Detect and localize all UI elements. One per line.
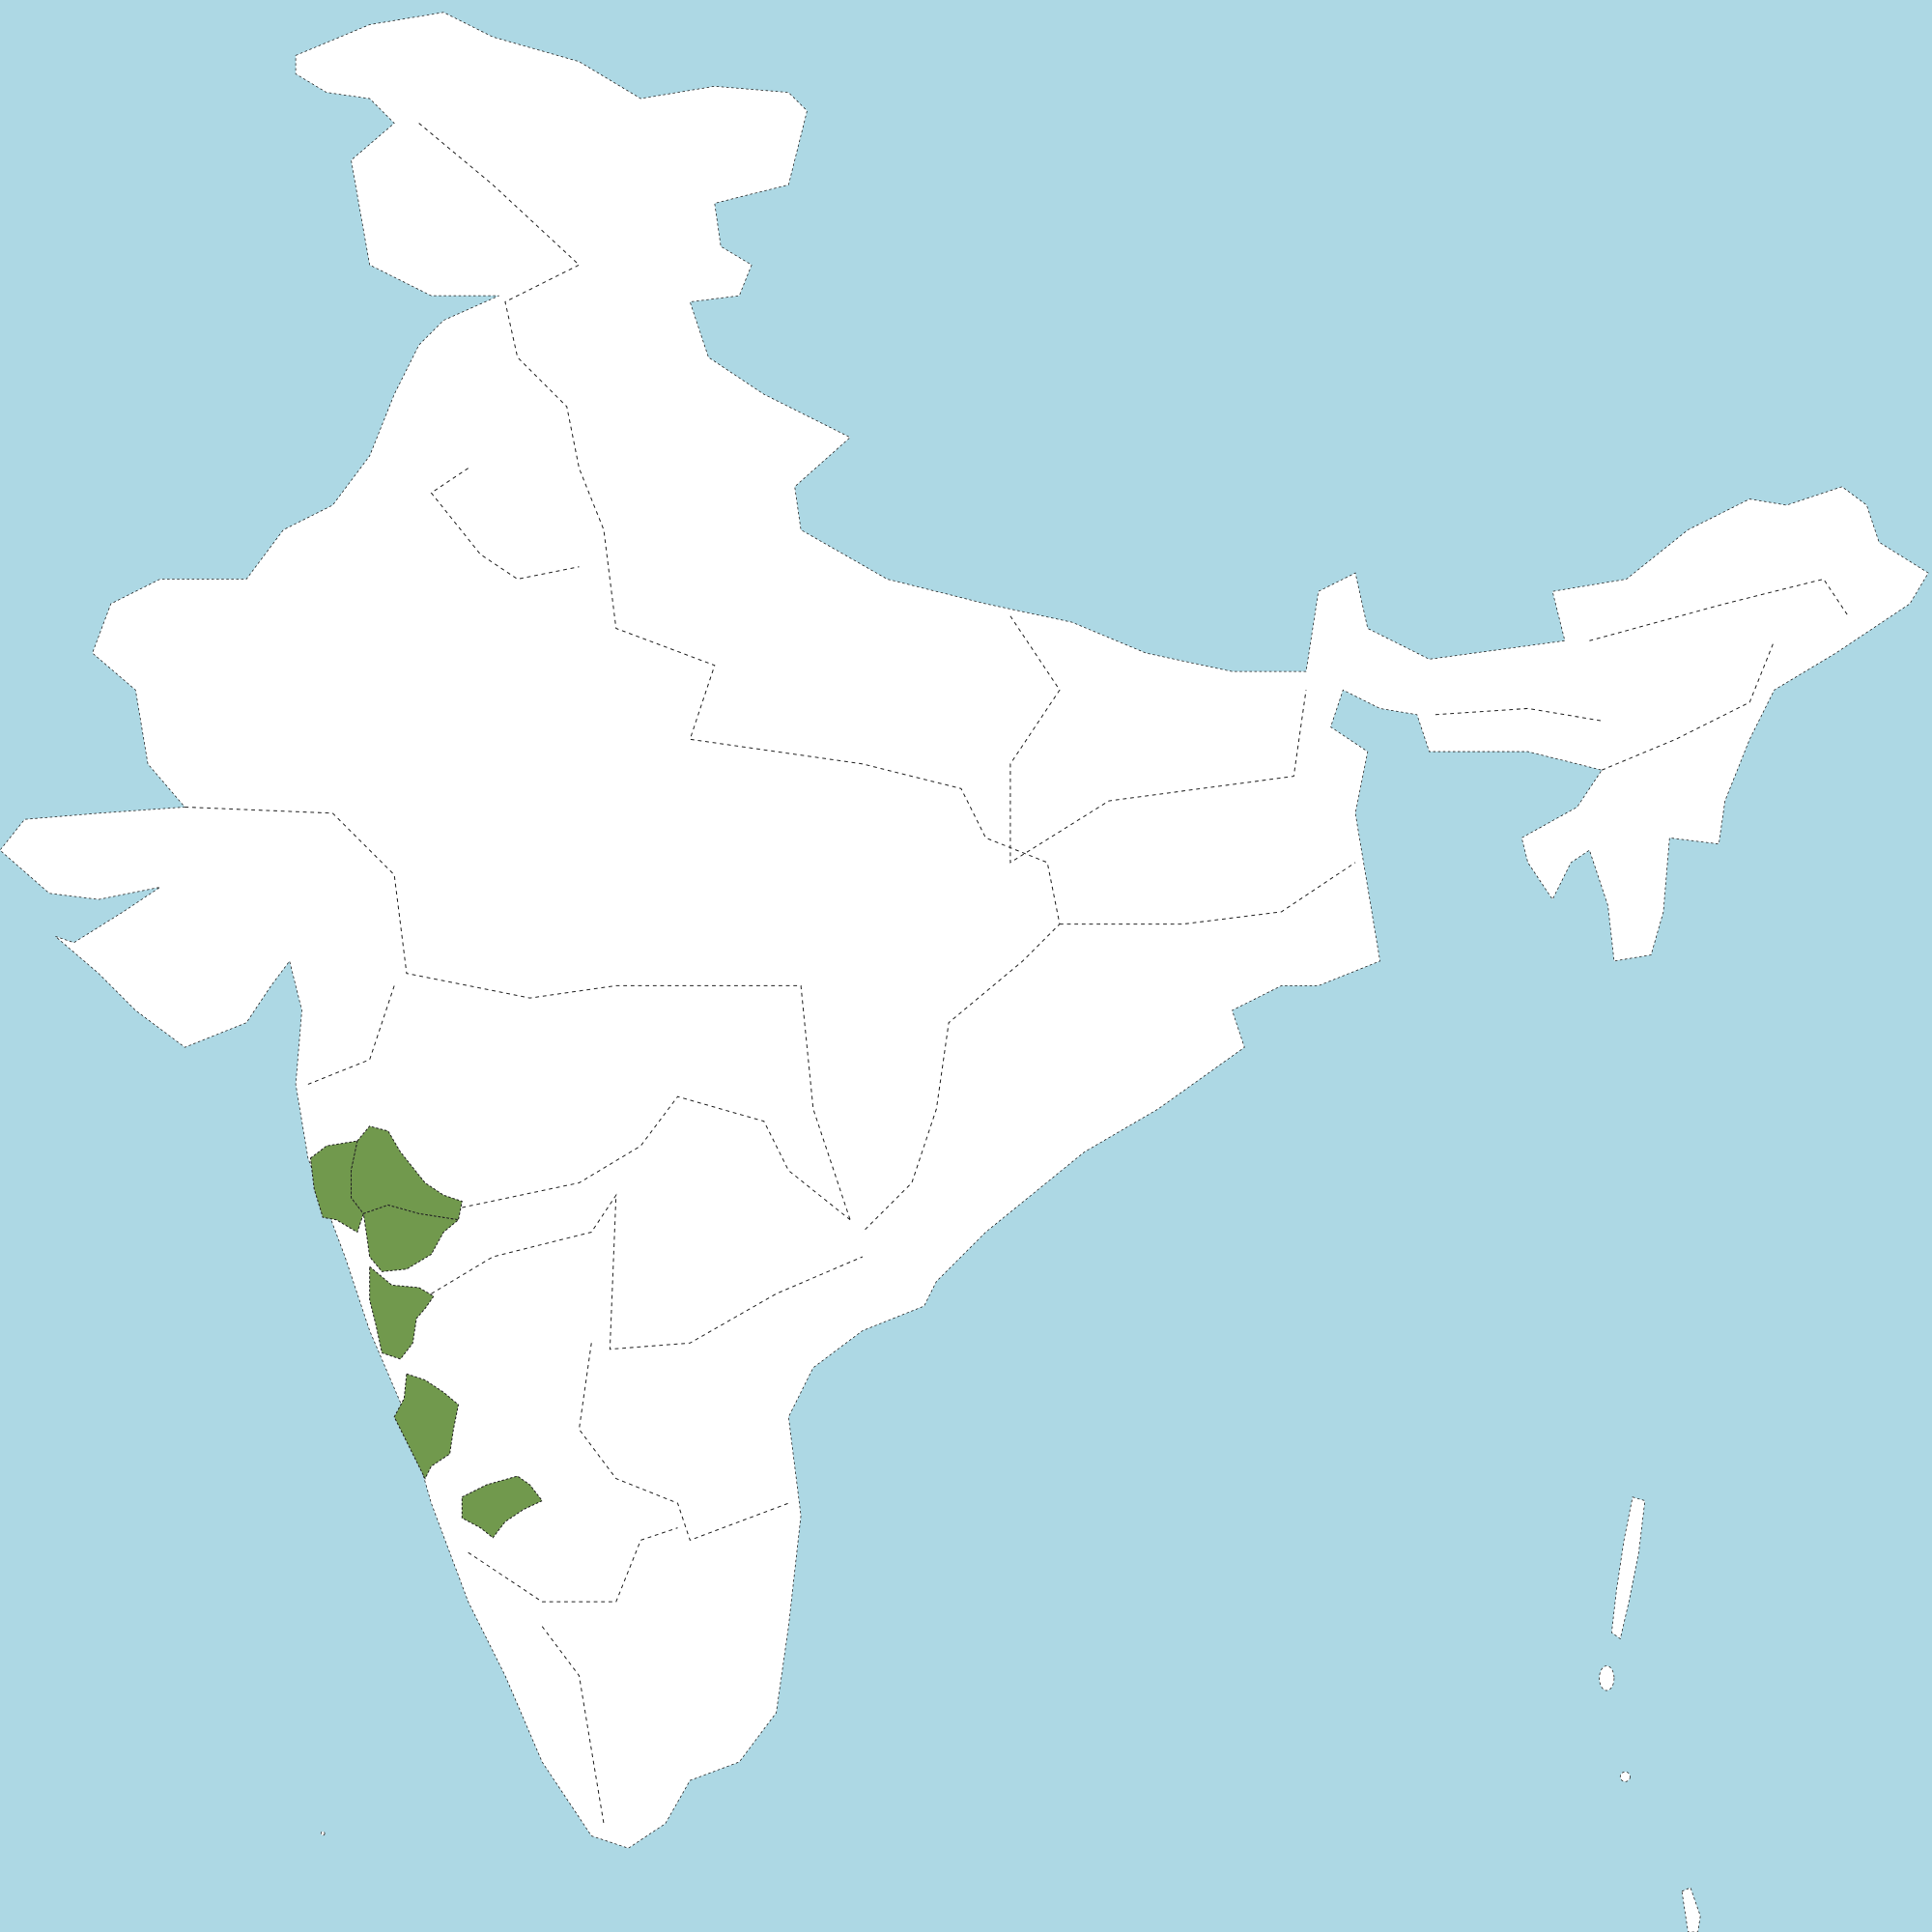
andaman-islands [1610, 1496, 1646, 1640]
india-mainland [0, 12, 1929, 1849]
highlighted-district[interactable] [369, 1265, 435, 1360]
island [1619, 1771, 1631, 1782]
state-borders [185, 123, 1849, 1824]
nicobar-island [1681, 1887, 1701, 1932]
highlighted-district[interactable] [362, 1204, 460, 1272]
highlighted-districts [309, 1125, 544, 1539]
lakshadweep-island [320, 1831, 326, 1836]
islands [320, 1496, 1701, 1932]
highlighted-district[interactable] [393, 1373, 460, 1480]
highlighted-district[interactable] [351, 1125, 463, 1221]
island [1599, 1665, 1615, 1691]
highlighted-district[interactable] [461, 1475, 544, 1539]
highlighted-district[interactable] [309, 1140, 364, 1234]
